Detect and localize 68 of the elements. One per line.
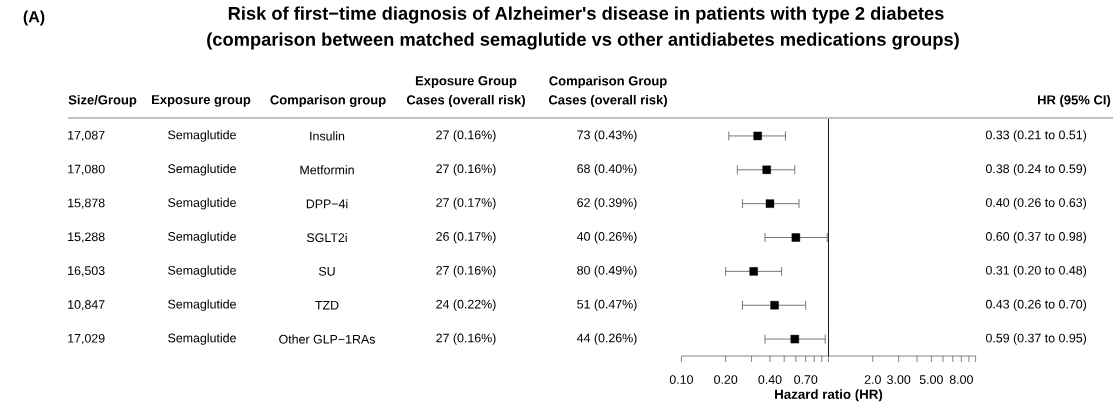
text: 15,878 [68, 198, 105, 209]
data-label: 0.60 (0.37 to 0.98) [985, 231, 1087, 244]
text: (A) [23, 10, 45, 26]
text: 27 (0.17%) [436, 198, 496, 210]
x-tick-label: 2.0 [864, 375, 881, 385]
x-tick-label: 0.40 [758, 375, 782, 385]
text: 24 (0.22%) [436, 299, 496, 312]
text: Size/Group [68, 95, 137, 108]
text: TZD [315, 301, 339, 310]
data-label: 0.38 (0.24 to 0.59) [985, 164, 1087, 176]
text: Semaglutide [168, 265, 236, 278]
data-label: 0.40 (0.26 to 0.63) [985, 198, 1087, 210]
text: DPP−4i [306, 199, 348, 209]
x-tick-label: 5.00 [919, 375, 943, 385]
text: Metformin [300, 165, 354, 175]
text: 15,288 [68, 232, 105, 243]
text: 27 (0.16%) [436, 265, 496, 278]
point [762, 165, 771, 175]
text: 27 (0.16%) [436, 164, 496, 176]
data-label: 0.59 (0.37 to 0.95) [985, 333, 1087, 346]
x-tick-label: 8.00 [949, 375, 973, 385]
text: 27 (0.16%) [436, 130, 496, 142]
text: Insulin [310, 131, 345, 141]
x-tick-label: 3.00 [887, 375, 911, 385]
chart-subtitle: (comparison between matched semaglutide vs other antidiabetes medications groups) [207, 32, 959, 50]
data-label: 0.31 (0.20 to 0.48) [985, 265, 1087, 278]
text: Semaglutide [168, 164, 236, 176]
point [770, 301, 779, 310]
text: 44 (0.26%) [576, 333, 637, 346]
text: 80 (0.49%) [577, 265, 637, 278]
point [765, 199, 775, 209]
text: Semaglutide [168, 231, 236, 244]
text: 27 (0.16%) [436, 333, 496, 346]
text: 17,080 [68, 164, 105, 176]
text: Cases (overall risk) [406, 95, 525, 108]
text: SGLT2i [307, 233, 347, 243]
text: 17,029 [68, 334, 105, 345]
x-tick-label: 0.20 [714, 375, 738, 385]
text: Cases (overall risk) [548, 95, 667, 108]
chart-title: Risk of first−time diagnosis of Alzheimer's disease in patients with type 2 diabetes [228, 6, 944, 24]
text: Comparison Group [549, 76, 667, 89]
data-label: 0.43 (0.26 to 0.70) [985, 299, 1087, 312]
text: Other GLP−1RAs [279, 334, 375, 344]
text: 51 (0.47%) [577, 299, 637, 312]
text: HR (95% CI) [1038, 95, 1111, 108]
text: 40 (0.26%) [576, 231, 637, 244]
text: Semaglutide [168, 130, 236, 142]
text: 17,087 [68, 131, 105, 142]
text: SU [318, 267, 335, 276]
x-tick-label: 0.70 [794, 375, 818, 385]
x-tick-label: 0.10 [669, 375, 693, 385]
text: 10,847 [68, 300, 105, 311]
text: 73 (0.43%) [577, 130, 637, 142]
text: Exposure group [152, 95, 251, 108]
text: Exposure Group [415, 76, 517, 89]
text: Semaglutide [168, 198, 236, 210]
text: 16,503 [68, 266, 105, 277]
text: Comparison group [270, 95, 386, 108]
text: 68 (0.40%) [577, 164, 637, 176]
point [791, 233, 801, 242]
point [753, 131, 762, 141]
x-axis-title: Hazard ratio (HR) [775, 389, 883, 402]
point [790, 335, 799, 344]
text: Semaglutide [168, 333, 236, 346]
text: Semaglutide [168, 299, 236, 312]
text: 62 (0.39%) [577, 198, 637, 210]
text: 26 (0.17%) [436, 231, 496, 244]
data-label: 0.33 (0.21 to 0.51) [985, 130, 1087, 142]
